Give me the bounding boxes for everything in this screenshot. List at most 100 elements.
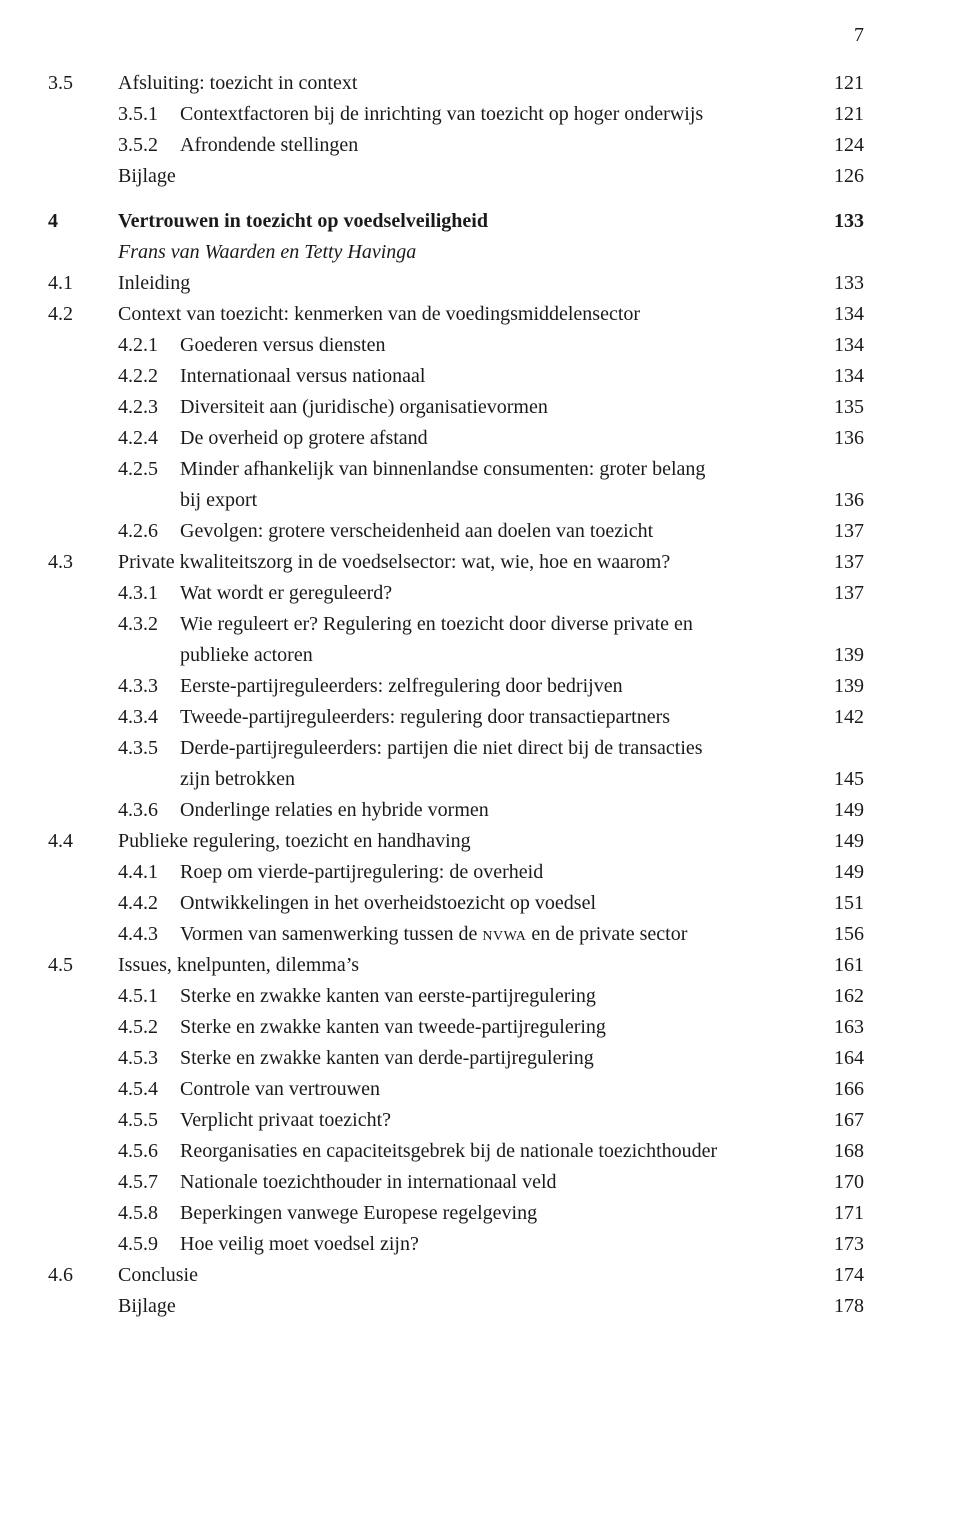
toc-row: 3.5Afsluiting: toezicht in context121 bbox=[48, 68, 864, 99]
toc-page-ref: 139 bbox=[810, 640, 864, 671]
toc-entry-title: Ontwikkelingen in het overheidstoezicht … bbox=[180, 888, 810, 919]
toc-page-ref: 162 bbox=[810, 981, 864, 1012]
toc-row: 4.2.2Internationaal versus nationaal134 bbox=[48, 361, 864, 392]
toc-row: 4.3Private kwaliteitszorg in de voedsels… bbox=[48, 547, 864, 578]
toc-row: 4.5.4Controle van vertrouwen166 bbox=[48, 1074, 864, 1105]
toc-section-number: 4.1 bbox=[48, 268, 118, 299]
toc-section-number: 3.5 bbox=[48, 68, 118, 99]
toc-row: 4.6Conclusie174 bbox=[48, 1260, 864, 1291]
toc-subsection-number: 4.2.6 bbox=[118, 516, 180, 547]
toc-subsection-number: 3.5.2 bbox=[118, 130, 180, 161]
toc-page-ref: 137 bbox=[810, 547, 864, 578]
toc-subsection-number: 4.5.4 bbox=[118, 1074, 180, 1105]
toc-subsection-number: 4.2.5 bbox=[118, 454, 180, 485]
toc-row: 4.2.4De overheid op grotere afstand136 bbox=[48, 423, 864, 454]
toc-page-ref: 134 bbox=[810, 299, 864, 330]
toc-entry-title: Contextfactoren bij de inrichting van to… bbox=[180, 99, 810, 130]
toc-entry-title: Sterke en zwakke kanten van derde-partij… bbox=[180, 1043, 810, 1074]
toc-entry-title: Frans van Waarden en Tetty Havinga bbox=[118, 237, 810, 268]
toc-entry-title: Afsluiting: toezicht in context bbox=[118, 68, 810, 99]
toc-entry-title: Tweede-partijreguleerders: regulering do… bbox=[180, 702, 810, 733]
toc-row: 4.2Context van toezicht: kenmerken van d… bbox=[48, 299, 864, 330]
toc-row: 4.5.8Beperkingen vanwege Europese regelg… bbox=[48, 1198, 864, 1229]
toc-page-ref: 170 bbox=[810, 1167, 864, 1198]
toc-entry-title: Minder afhankelijk van binnenlandse cons… bbox=[180, 454, 810, 485]
toc-row: 4.2.6Gevolgen: grotere verscheidenheid a… bbox=[48, 516, 864, 547]
toc-entry-title: De overheid op grotere afstand bbox=[180, 423, 810, 454]
toc-entry-title: Context van toezicht: kenmerken van de v… bbox=[118, 299, 810, 330]
toc-section-number: 4.5 bbox=[48, 950, 118, 981]
toc-section-number: 4.2 bbox=[48, 299, 118, 330]
toc-page-ref: 161 bbox=[810, 950, 864, 981]
toc-page: 7 3.5Afsluiting: toezicht in context1213… bbox=[0, 0, 960, 1534]
toc-subsection-number: 4.2.4 bbox=[118, 423, 180, 454]
toc-page-ref: 136 bbox=[810, 423, 864, 454]
toc-row: Frans van Waarden en Tetty Havinga bbox=[48, 237, 864, 268]
toc-page-ref: 171 bbox=[810, 1198, 864, 1229]
toc-entry-title: Sterke en zwakke kanten van tweede-parti… bbox=[180, 1012, 810, 1043]
toc-subsection-number: 4.4.1 bbox=[118, 857, 180, 888]
toc-row: 3.5.2Afrondende stellingen124 bbox=[48, 130, 864, 161]
toc-row: 4.2.5Minder afhankelijk van binnenlandse… bbox=[48, 454, 864, 485]
toc-row: 4.3.2Wie reguleert er? Regulering en toe… bbox=[48, 609, 864, 640]
toc-entry-title: Nationale toezichthouder in internationa… bbox=[180, 1167, 810, 1198]
toc-row-continuation: bij export136 bbox=[180, 485, 864, 516]
toc-row: 4.1Inleiding133 bbox=[48, 268, 864, 299]
toc-page-ref: 134 bbox=[810, 361, 864, 392]
toc-row-continuation: zijn betrokken145 bbox=[180, 764, 864, 795]
toc-entry-title: Goederen versus diensten bbox=[180, 330, 810, 361]
toc-entry-title: Verplicht privaat toezicht? bbox=[180, 1105, 810, 1136]
toc-page-ref: 167 bbox=[810, 1105, 864, 1136]
toc-entry-title: Issues, knelpunten, dilemma’s bbox=[118, 950, 810, 981]
toc-entry-title: Derde-partijreguleerders: partijen die n… bbox=[180, 733, 810, 764]
toc-page-ref: 163 bbox=[810, 1012, 864, 1043]
toc-page-ref: 149 bbox=[810, 795, 864, 826]
toc-subsection-number: 4.2.2 bbox=[118, 361, 180, 392]
toc-section-number: 4 bbox=[48, 206, 118, 237]
toc-row: 4Vertrouwen in toezicht op voedselveilig… bbox=[48, 206, 864, 237]
toc-section-number: 4.6 bbox=[48, 1260, 118, 1291]
toc-subsection-number: 4.2.1 bbox=[118, 330, 180, 361]
toc-page-ref: 126 bbox=[810, 161, 864, 192]
toc-row: 4.2.1Goederen versus diensten134 bbox=[48, 330, 864, 361]
toc-row: 4.5.3Sterke en zwakke kanten van derde-p… bbox=[48, 1043, 864, 1074]
toc-entry-title: Afrondende stellingen bbox=[180, 130, 810, 161]
toc-page-ref: 124 bbox=[810, 130, 864, 161]
toc-page-ref: 137 bbox=[810, 578, 864, 609]
toc-row: Bijlage178 bbox=[48, 1291, 864, 1322]
toc-page-ref: 156 bbox=[810, 919, 864, 950]
toc-entry-title-continuation: zijn betrokken bbox=[180, 764, 810, 795]
toc-page-ref: 166 bbox=[810, 1074, 864, 1105]
toc-row: 4.5Issues, knelpunten, dilemma’s161 bbox=[48, 950, 864, 981]
toc-entry-title: Onderlinge relaties en hybride vormen bbox=[180, 795, 810, 826]
toc-subsection-number: 4.3.2 bbox=[118, 609, 180, 640]
toc-page-ref: 134 bbox=[810, 330, 864, 361]
toc-row: 3.5.1Contextfactoren bij de inrichting v… bbox=[48, 99, 864, 130]
toc-entry-title-continuation: bij export bbox=[180, 485, 810, 516]
toc-entry-title: Wie reguleert er? Regulering en toezicht… bbox=[180, 609, 810, 640]
toc-page-ref: 142 bbox=[810, 702, 864, 733]
toc-entry-title: Diversiteit aan (juridische) organisatie… bbox=[180, 392, 810, 423]
toc-row: 4.4.1Roep om vierde-partijregulering: de… bbox=[48, 857, 864, 888]
toc-entry-title: Reorganisaties en capaciteitsgebrek bij … bbox=[180, 1136, 810, 1167]
toc-subsection-number: 4.5.7 bbox=[118, 1167, 180, 1198]
toc-entry-title: Conclusie bbox=[118, 1260, 810, 1291]
table-of-contents: 3.5Afsluiting: toezicht in context1213.5… bbox=[48, 68, 864, 1322]
toc-entry-title: Inleiding bbox=[118, 268, 810, 299]
toc-entry-title: Publieke regulering, toezicht en handhav… bbox=[118, 826, 810, 857]
toc-row: Bijlage126 bbox=[48, 161, 864, 192]
toc-subsection-number: 4.2.3 bbox=[118, 392, 180, 423]
toc-row: 4.5.9Hoe veilig moet voedsel zijn?173 bbox=[48, 1229, 864, 1260]
toc-subsection-number: 4.5.6 bbox=[118, 1136, 180, 1167]
toc-page-ref: 178 bbox=[810, 1291, 864, 1322]
toc-entry-title-continuation: publieke actoren bbox=[180, 640, 810, 671]
toc-entry-title: Eerste-partijreguleerders: zelfregulerin… bbox=[180, 671, 810, 702]
toc-subsection-number: 4.5.3 bbox=[118, 1043, 180, 1074]
toc-page-ref: 136 bbox=[810, 485, 864, 516]
toc-entry-title: Beperkingen vanwege Europese regelgeving bbox=[180, 1198, 810, 1229]
toc-row: 4.5.2Sterke en zwakke kanten van tweede-… bbox=[48, 1012, 864, 1043]
toc-subsection-number: 4.3.4 bbox=[118, 702, 180, 733]
toc-entry-title: Gevolgen: grotere verscheidenheid aan do… bbox=[180, 516, 810, 547]
toc-entry-title: Bijlage bbox=[118, 161, 810, 192]
toc-subsection-number: 4.5.9 bbox=[118, 1229, 180, 1260]
